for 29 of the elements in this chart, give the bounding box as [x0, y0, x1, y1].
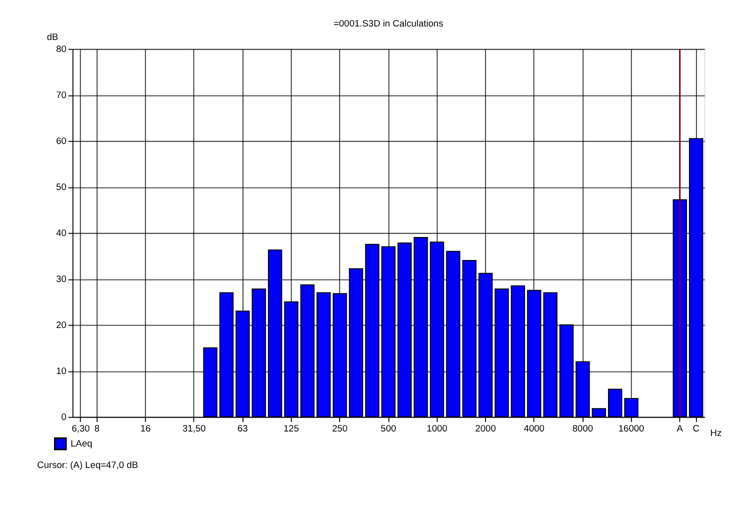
y-tick-label: 20 [56, 320, 66, 330]
y-tick-label: 10 [56, 366, 66, 376]
x-axis-title: Hz [710, 428, 722, 438]
x-tick-label: 31,50 [182, 423, 206, 434]
x-tick-label: 16 [140, 423, 151, 434]
x-tick-label: 125 [284, 423, 299, 434]
y-tick-label: 80 [56, 44, 66, 54]
x-tick-label: 4000 [524, 423, 544, 434]
chart-title: =0001.S3D in Calculations [334, 18, 444, 29]
x-tick-label: 63 [238, 423, 248, 434]
x-tick-label: A [676, 423, 684, 434]
text: Cursor: (A) Leq=47,0 dB [37, 460, 138, 470]
x-tick-label: 6,30 [72, 423, 90, 434]
x-tick-label: 8 [94, 423, 100, 434]
y-tick-label: 30 [56, 274, 66, 284]
y-tick-label: 60 [56, 136, 66, 146]
x-tick-label: 250 [332, 423, 348, 434]
y-tick-label: 0 [61, 412, 66, 422]
y-tick-label: 40 [56, 228, 66, 238]
x-tick-label: 2000 [475, 423, 496, 434]
x-tick-label: C [692, 423, 700, 434]
y-tick-label: 50 [56, 182, 66, 192]
x-tick-label: 1000 [426, 423, 448, 434]
y-axis-title: dB [46, 32, 58, 42]
x-tick-label: 8000 [572, 423, 594, 434]
x-tick-label: 500 [380, 423, 396, 434]
legend-label: LAeq [70, 438, 92, 449]
y-tick-label: 70 [56, 90, 66, 100]
x-tick-label: 16000 [618, 423, 644, 434]
